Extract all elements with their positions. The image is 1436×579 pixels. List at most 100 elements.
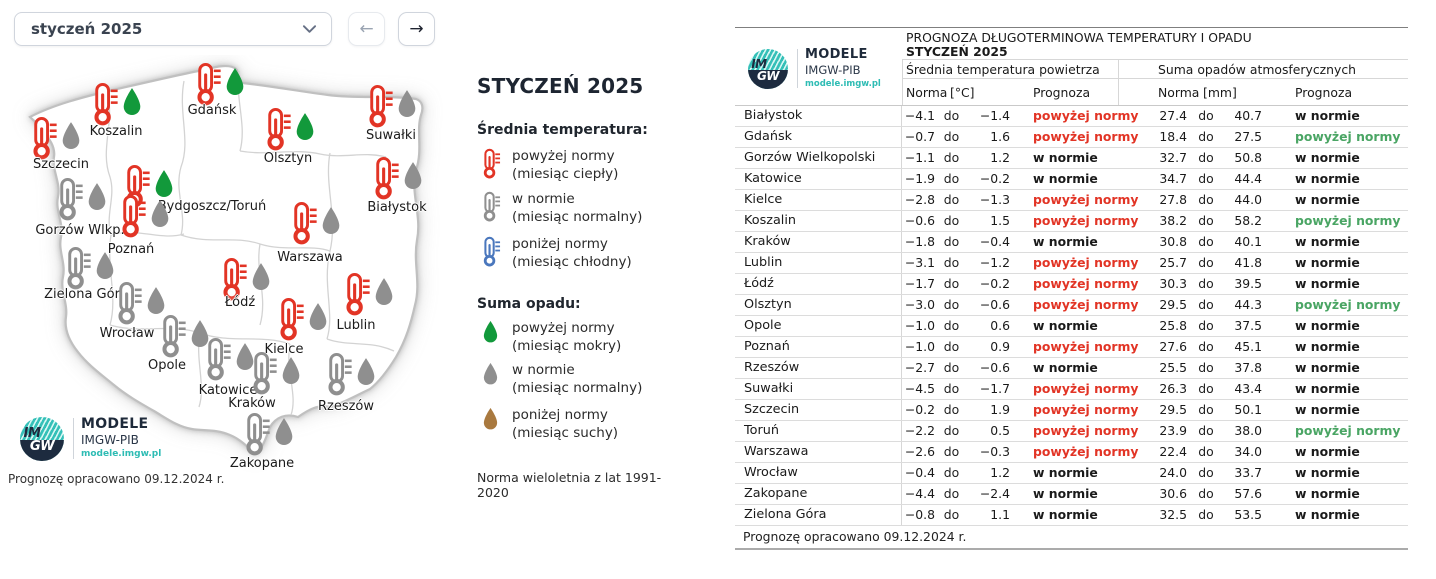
raindrop-icon xyxy=(188,319,212,353)
thermometer-icon xyxy=(477,148,504,183)
cell-temp-min: −1.7 xyxy=(904,276,935,291)
cell-temp-min: −1.9 xyxy=(904,171,935,186)
table-row-krak-w: Kraków −1.8 do −0.4 w normie 30.8 do 40.1 w norm… xyxy=(735,232,1408,253)
cell-do: do xyxy=(943,192,960,207)
legend-temp-item-1: w normie (miesiąc normalny) xyxy=(477,191,642,226)
cell-precip-forecast: w normie xyxy=(1295,444,1360,459)
prev-month-button[interactable]: ← xyxy=(348,12,385,46)
cell-do: do xyxy=(1198,150,1214,165)
cell-precip-max: 57.6 xyxy=(1234,486,1262,501)
cell-temp-forecast: powyżej normy xyxy=(1033,255,1139,270)
cell-temp-min: −0.6 xyxy=(904,213,935,228)
legend-footnote: Norma wieloletnia z lat 1991-2020 xyxy=(477,470,662,500)
cell-precip-forecast: w normie xyxy=(1295,465,1360,480)
cell-precip-min: 24.0 xyxy=(1159,465,1187,480)
cell-temp-max: −1.7 xyxy=(979,381,1010,396)
cell-precip-min: 26.3 xyxy=(1159,381,1187,396)
raindrop-icon xyxy=(319,206,343,240)
cell-temp-min: −0.2 xyxy=(904,402,935,417)
city-marker-gda-sk xyxy=(192,62,247,110)
cell-temp-forecast: powyżej normy xyxy=(1033,423,1139,438)
cell-temp-min: −4.5 xyxy=(904,381,935,396)
cell-precip-forecast: w normie xyxy=(1295,381,1360,396)
cell-temp-forecast: powyżej normy xyxy=(1033,339,1139,354)
month-select[interactable]: styczeń 2025 xyxy=(14,12,332,46)
raindrop-icon xyxy=(306,302,330,336)
next-month-button[interactable]: → xyxy=(398,12,435,46)
cell-city: Gorzów Wielkopolski xyxy=(735,148,902,168)
cell-precip-forecast: w normie xyxy=(1295,276,1360,291)
cell-precip-max: 34.0 xyxy=(1234,444,1262,459)
imgw-circle-logo: IM GW xyxy=(748,48,788,89)
cell-temp-min: −2.2 xyxy=(904,423,935,438)
imgw-logo-table: IM GW MODELE IMGW-PIB modele.imgw.pl xyxy=(735,28,902,106)
col-prognoza-precip: Prognoza xyxy=(1295,85,1353,100)
table-row-pozna: Poznań −1.0 do 0.9 powyżej normy 27.6 do 45.1 w … xyxy=(735,337,1408,358)
thermometer-icon xyxy=(288,201,318,249)
city-label-zielona-g-ra: Zielona Góra xyxy=(44,287,128,302)
cell-precip-min: 25.7 xyxy=(1159,255,1187,270)
cell-precip-forecast: w normie xyxy=(1295,255,1360,270)
legend-precip-item-1: w normie (miesiąc normalny) xyxy=(477,362,642,397)
cell-temp-min: −1.8 xyxy=(904,234,935,249)
cell-do: do xyxy=(943,150,960,165)
cell-city: Łódź xyxy=(735,274,902,294)
cell-temp-max: −1.3 xyxy=(979,192,1010,207)
table-row-szczecin: Szczecin −0.2 do 1.9 powyżej normy 29.5 do 50.1… xyxy=(735,400,1408,421)
cell-temp-max: 1.2 xyxy=(990,465,1010,480)
cell-temp-max: 0.9 xyxy=(990,339,1010,354)
raindrop-icon xyxy=(249,262,273,296)
table-row-wroc-aw: Wrocław −0.4 do 1.2 w normie 24.0 do 33.7 w norm… xyxy=(735,463,1408,484)
cell-precip-min: 34.7 xyxy=(1159,171,1187,186)
cell-precip-forecast: w normie xyxy=(1295,360,1360,375)
cell-temp-max: 1.9 xyxy=(990,402,1010,417)
cell-temp-forecast: w normie xyxy=(1033,171,1098,186)
cell-temp-max: −0.2 xyxy=(979,276,1010,291)
cell-precip-min: 30.8 xyxy=(1159,234,1187,249)
city-marker-pozna xyxy=(117,194,172,242)
table-precip-section-header: Suma opadów atmosferycznych xyxy=(1158,62,1357,77)
chevron-down-icon xyxy=(302,24,317,34)
cell-temp-max: −0.4 xyxy=(979,234,1010,249)
cell-precip-min: 29.5 xyxy=(1159,297,1187,312)
thermometer-icon xyxy=(62,246,92,294)
table-row-rzesz-w: Rzeszów −2.7 do −0.6 w normie 25.5 do 37.8 w nor… xyxy=(735,358,1408,379)
cell-precip-max: 58.2 xyxy=(1234,213,1262,228)
cell-do: do xyxy=(1198,339,1214,354)
thermometer-icon xyxy=(113,281,143,329)
legend-temp-item-2: poniżej normy (miesiąc chłodny) xyxy=(477,236,632,271)
cell-do: do xyxy=(1198,444,1214,459)
cell-precip-forecast: powyżej normy xyxy=(1295,297,1401,312)
map-credit-note: Prognozę opracowano 09.12.2024 r. xyxy=(8,472,225,486)
raindrop-icon xyxy=(372,277,396,311)
imgw-circle-logo: IM GW xyxy=(20,416,64,461)
forecast-table: IM GW MODELE IMGW-PIB modele.imgw.pl PRO… xyxy=(735,27,1408,550)
city-label-bydgoszcz-toru: Bydgoszcz/Toruń xyxy=(157,199,267,214)
cell-precip-forecast: w normie xyxy=(1295,486,1360,501)
raindrop-icon xyxy=(401,161,425,195)
city-marker-bia-ystok xyxy=(370,156,425,204)
month-select-value: styczeń 2025 xyxy=(31,20,143,38)
raindrop-icon xyxy=(477,407,504,442)
legend-precip-item-0: powyżej normy (miesiąc mokry) xyxy=(477,320,621,355)
raindrop-icon xyxy=(85,182,109,216)
cell-city: Zielona Góra xyxy=(735,505,902,525)
cell-temp-min: −0.7 xyxy=(904,129,935,144)
city-label-katowice: Katowice xyxy=(198,383,258,398)
city-label-d: Łódź xyxy=(224,295,256,310)
cell-precip-max: 40.1 xyxy=(1234,234,1262,249)
logo-line1: MODELE xyxy=(805,47,868,62)
table-temp-section-header: Średnia temperatura powietrza xyxy=(906,62,1100,77)
cell-city: Zakopane xyxy=(735,484,902,504)
logo-line1: MODELE xyxy=(81,416,149,432)
imgw-logo: IM GW MODELE IMGW-PIB modele.imgw.pl xyxy=(20,416,161,461)
cell-precip-forecast: w normie xyxy=(1295,339,1360,354)
thermometer-icon xyxy=(54,177,84,225)
thermometer-icon xyxy=(28,116,58,164)
cell-city: Rzeszów xyxy=(735,358,902,378)
table-row-warszawa: Warszawa −2.6 do −0.3 powyżej normy 22.4 do 34.… xyxy=(735,442,1408,463)
cell-precip-max: 37.8 xyxy=(1234,360,1262,375)
table-row-d: Łódź −1.7 do −0.2 powyżej normy 30.3 do 39.5 w n… xyxy=(735,274,1408,295)
cell-precip-forecast: w normie xyxy=(1295,192,1360,207)
cell-precip-forecast: powyżej normy xyxy=(1295,213,1401,228)
